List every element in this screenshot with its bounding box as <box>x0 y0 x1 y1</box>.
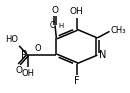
Text: OH: OH <box>70 7 84 16</box>
Text: OH: OH <box>21 69 34 78</box>
Text: O: O <box>52 6 58 15</box>
Text: H: H <box>58 23 63 29</box>
Text: N: N <box>99 50 107 60</box>
Text: P: P <box>21 50 27 60</box>
Text: C: C <box>50 21 55 30</box>
Text: O: O <box>35 44 41 53</box>
Text: CH₃: CH₃ <box>111 26 126 35</box>
Text: HO: HO <box>6 35 19 44</box>
Text: F: F <box>74 76 80 86</box>
Text: O: O <box>15 66 22 75</box>
